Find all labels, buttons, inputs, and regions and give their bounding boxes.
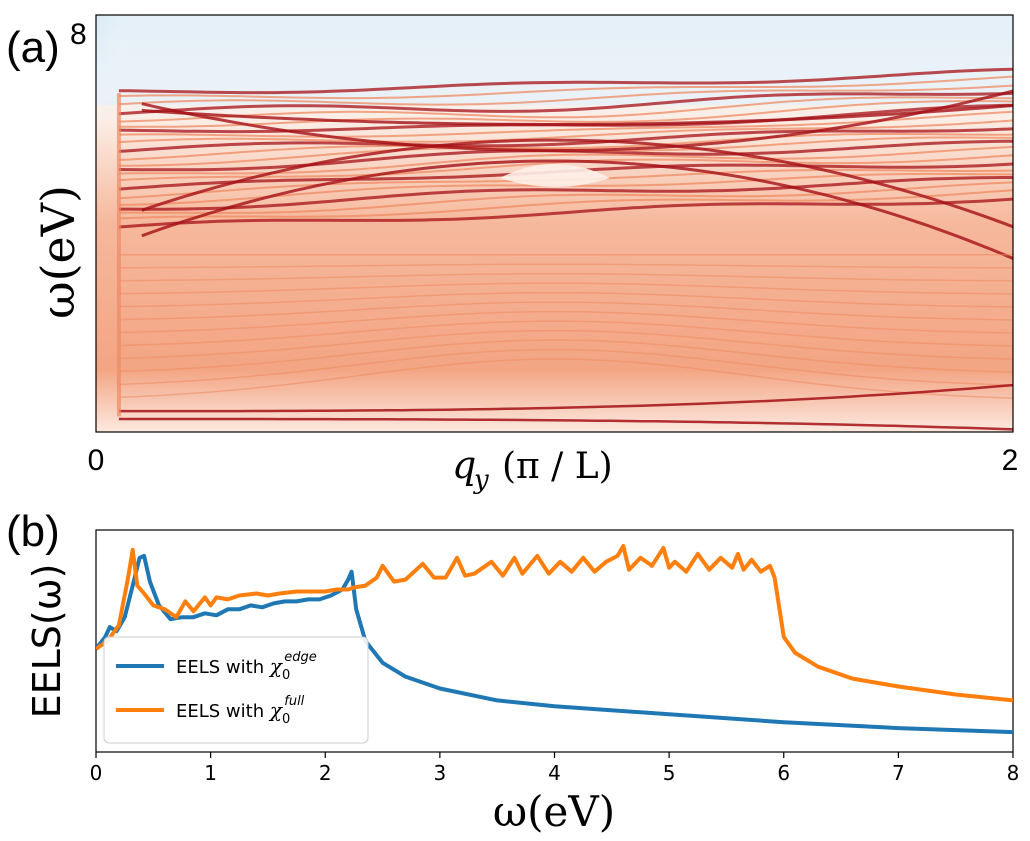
band-line-lower — [118, 320, 1013, 347]
x-tick-label: 8 — [1007, 761, 1020, 785]
panel-a-label: (a) — [6, 23, 60, 72]
x-tick-label: 5 — [663, 761, 676, 785]
band-line-upper — [118, 75, 1013, 100]
eels-line-chart: 0 1 2 3 4 5 6 7 8 EELS(ω) ω(eV) EELS with χ0edge… — [25, 529, 1020, 836]
x-tick-label: 2 — [319, 761, 332, 785]
x-max-tick-label: 2 — [1002, 444, 1019, 477]
heatmap-frame — [95, 14, 1014, 433]
band-line-upper — [118, 91, 1013, 116]
band-crossing-arc — [141, 138, 1013, 229]
band-crossing-lens — [500, 164, 610, 187]
band-crossing-arc — [141, 104, 1013, 126]
band-line-lower — [118, 301, 1013, 321]
panel-b-label: (b) — [6, 507, 60, 556]
band-line-upper — [118, 176, 1013, 211]
band-line-upper — [118, 127, 1013, 153]
heatmap-y-axis-title: ω(eV) — [31, 185, 85, 319]
band-line-upper — [118, 96, 1013, 123]
x-tick-label: 1 — [204, 761, 217, 785]
band-line-lower — [118, 339, 1013, 373]
x-axis-subscript-y: y — [473, 465, 489, 495]
x-tick-label: 3 — [434, 761, 447, 785]
heatmap-panel — [95, 14, 1014, 433]
band-line-lower — [118, 310, 1013, 334]
band-line-upper — [118, 67, 1013, 95]
x-tick-label: 0 — [90, 761, 103, 785]
legend-box — [103, 636, 369, 744]
band-line-lower — [118, 329, 1013, 360]
eels-x-ticks: 0 1 2 3 4 5 6 7 8 — [90, 752, 1020, 785]
eels-y-axis-title: EELS(ω) — [25, 564, 69, 719]
heatmap-bottom-cold-region — [96, 372, 1013, 432]
eels-series-group — [96, 544, 1013, 735]
series-edge-line — [96, 553, 1013, 735]
edge-mode-line — [118, 417, 1013, 431]
heatmap-x-axis-title: q y (π / L) — [452, 443, 613, 495]
y-max-tick-label: 8 — [70, 18, 87, 51]
band-line-lower — [118, 348, 1013, 386]
band-line-lower — [118, 291, 1013, 308]
eels-x-axis-title: ω(eV) — [493, 787, 615, 836]
band-line-upper — [118, 84, 1013, 106]
x-tick-label: 7 — [892, 761, 905, 785]
eels-legend: EELS with χ0edge EELS with χ0full — [103, 636, 369, 744]
band-crossing-arc — [141, 89, 1013, 152]
legend-label-full: EELS with χ0full — [176, 694, 305, 727]
legend-label-edge: EELS with χ0edge — [176, 650, 317, 683]
band-line-lower — [118, 272, 1013, 282]
band-line-upper — [118, 133, 1013, 161]
series-full-line — [96, 544, 1013, 703]
band-line-lower — [118, 358, 1013, 399]
band-line-lower — [118, 282, 1013, 295]
band-line-upper — [118, 189, 1013, 220]
band-line-upper — [118, 181, 1013, 215]
x-tick-label: 4 — [548, 761, 561, 785]
band-line-upper — [118, 119, 1013, 144]
band-crossing-arc — [141, 159, 1013, 260]
edge-mode-line — [118, 383, 1013, 413]
x-axis-symbol-q: q — [452, 443, 476, 487]
x-tick-label: 6 — [777, 761, 790, 785]
band-line-upper — [118, 110, 1013, 138]
band-line-upper — [118, 100, 1013, 128]
x-min-tick-label: 0 — [88, 444, 105, 477]
x-axis-unit: (π / L) — [502, 446, 613, 487]
band-line-lower — [118, 263, 1013, 269]
